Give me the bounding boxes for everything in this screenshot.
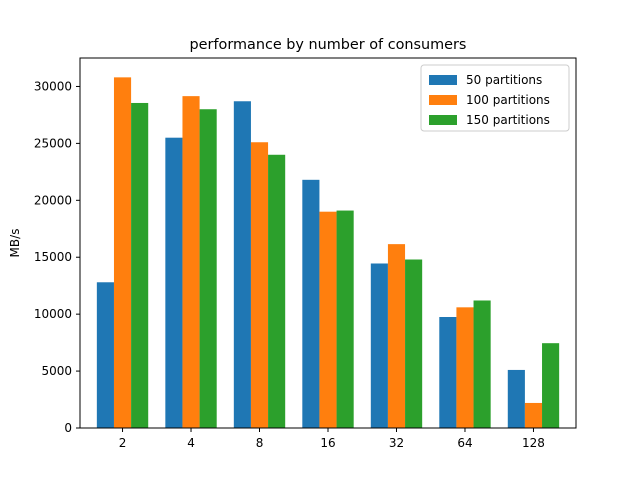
legend-label: 150 partitions [466,113,550,127]
chart-title: performance by number of consumers [190,37,467,53]
bar-100-partitions-16 [319,211,337,428]
bar-50-partitions-32 [370,263,388,428]
y-tick-label: 15000 [34,250,72,264]
y-tick-label: 20000 [34,193,72,207]
bar-50-partitions-16 [302,179,320,428]
y-tick-label: 0 [64,421,72,435]
x-tick-label: 8 [256,436,264,450]
legend-box [420,64,570,132]
legend-swatch [429,115,457,125]
x-tick-label: 128 [522,436,545,450]
bar-150-partitions-128 [542,343,560,428]
bar-150-partitions-4 [199,109,217,428]
bar-50-partitions-2 [96,282,114,428]
legend: 50 partitions 100 partitions 150 partition… [420,64,570,132]
x-tick-label: 32 [389,436,404,450]
bar-100-partitions-4 [182,96,200,428]
bar-150-partitions-8 [268,154,286,428]
plot-frame [79,57,577,429]
y-axis-label: MB/s [8,229,22,258]
bar-50-partitions-64 [439,317,457,428]
bar-50-partitions-8 [233,101,251,428]
bars-group [96,77,560,428]
y-axis: 0 5000 10000 15000 20000 25000 30000 [34,79,80,435]
y-tick-label: 25000 [34,136,72,150]
bar-100-partitions-2 [113,77,132,428]
x-tick-label: 2 [119,436,127,450]
x-tick-label: 64 [457,436,472,450]
y-tick-label: 30000 [34,79,72,93]
legend-swatch [429,95,457,105]
x-tick-label: 16 [320,436,335,450]
y-tick-label: 5000 [41,364,72,378]
y-tick-label: 10000 [34,307,72,321]
x-tick-label: 4 [187,436,195,450]
x-axis: 2 4 8 16 32 64 128 [119,428,545,450]
bar-100-partitions-32 [387,244,406,428]
bar-150-partitions-64 [473,300,491,428]
bar-150-partitions-16 [336,210,354,428]
bar-100-partitions-8 [250,142,269,428]
bar-100-partitions-64 [456,307,474,428]
bar-50-partitions-4 [165,137,183,428]
bar-100-partitions-128 [524,402,543,428]
bar-150-partitions-32 [405,259,423,428]
legend-label: 50 partitions [466,73,542,87]
bar-50-partitions-128 [507,369,525,428]
bar-150-partitions-2 [131,102,149,428]
legend-label: 100 partitions [466,93,550,107]
legend-swatch [429,75,457,85]
